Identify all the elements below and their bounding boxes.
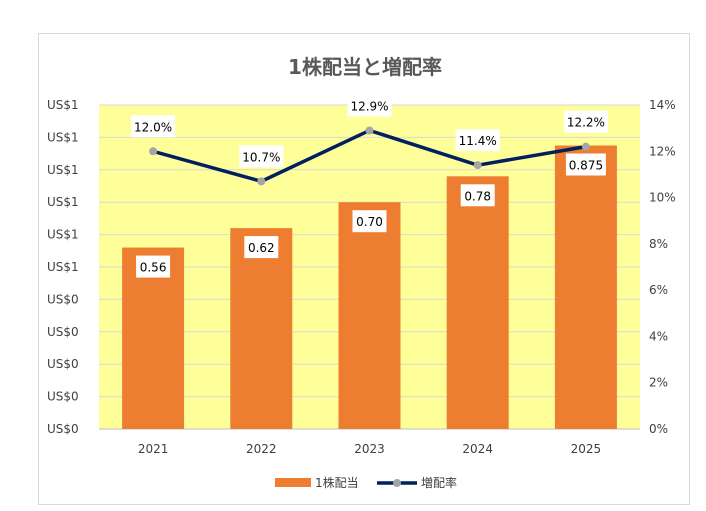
y-left-tick-label: US$0: [47, 325, 79, 339]
legend-swatch-bar: [275, 478, 311, 487]
chart: 1株配当と増配率 US$0US$0US$0US$0US$0US$1US$1US$…: [47, 55, 676, 490]
bar: [122, 247, 185, 429]
y-right-tick-label: 8%: [649, 237, 668, 251]
x-tick-label: 2021: [138, 442, 169, 456]
y-left-tick-label: US$1: [47, 260, 79, 274]
line-data-label-box: [347, 94, 392, 117]
bar: [338, 202, 401, 429]
bar-data-label-box: [244, 236, 279, 259]
line-data-label-box: [455, 129, 500, 152]
line-marker: [149, 147, 158, 156]
y-right-tick-label: 4%: [649, 329, 668, 343]
bar-data-label: 0.56: [140, 261, 167, 275]
legend-label-bar: 1株配当: [315, 475, 359, 490]
line-marker: [581, 142, 590, 151]
plot-area: US$0 US$0 US$0 US$0 US$0 US$1 US$1 US$1 US$1 US$1…: [47, 94, 676, 490]
legend-swatch-marker: [393, 479, 401, 487]
bar-data-label-box: [136, 255, 171, 278]
line-marker: [473, 161, 482, 170]
line-marker: [365, 126, 374, 135]
line-marker: [257, 177, 266, 186]
bar-data-label-box: [565, 153, 606, 176]
line-data-label-box: [131, 115, 176, 138]
y-left-tick-label: US$1: [47, 195, 79, 209]
bar-data-label-box: [352, 210, 387, 233]
y-right-tick-label: 14%: [649, 98, 676, 112]
y-left-tick-label: US$1: [47, 228, 79, 242]
y-right-tick-label: 0%: [649, 422, 668, 436]
line-data-label: 12.9%: [350, 99, 388, 113]
line-data-label: 11.4%: [459, 134, 497, 148]
x-tick-label: 2024: [462, 442, 493, 456]
y-left-tick-label: US$0: [47, 422, 79, 436]
bar: [230, 228, 293, 429]
y-left-tick-label: US$1: [47, 98, 79, 112]
y-left-tick-label: US$1: [47, 163, 79, 177]
line-data-label: 12.0%: [134, 120, 172, 134]
y-left-tick-label: US$1: [47, 130, 79, 144]
chart-frame: 1株配当と増配率 US$0 US$0 US$0 US$0 US$0 US$1 US$1 US$…: [38, 33, 690, 505]
y-right-tick-label: 12%: [649, 144, 676, 158]
legend-label-line: 増配率: [421, 475, 457, 490]
y-left-tick-label: US$0: [47, 292, 79, 306]
bar: [446, 176, 509, 429]
bar-data-label-box: [460, 184, 495, 207]
x-tick-label: 2023: [354, 442, 385, 456]
y-right-tick-label: 10%: [649, 191, 676, 205]
chart-title: 1株配当と増配率: [288, 55, 442, 79]
y-left-tick-label: US$0: [47, 390, 79, 404]
y-right-tick-label: 2%: [649, 376, 668, 390]
x-tick-label: 2022: [246, 442, 277, 456]
line-data-label: 10.7%: [242, 150, 280, 164]
line-data-label: 12.2%: [567, 116, 605, 130]
line-data-label-box: [563, 110, 608, 133]
x-tick-label: 2025: [571, 442, 602, 456]
line-data-label-box: [239, 145, 284, 168]
bar: [554, 145, 617, 429]
bar-data-label: 0.78: [464, 189, 491, 203]
bar-data-label: 0.62: [248, 241, 275, 255]
bar-data-label: 0.875: [569, 159, 603, 173]
y-left-tick-label: US$0: [47, 357, 79, 371]
y-right-tick-label: 6%: [649, 283, 668, 297]
bar-data-label: 0.70: [356, 215, 383, 229]
